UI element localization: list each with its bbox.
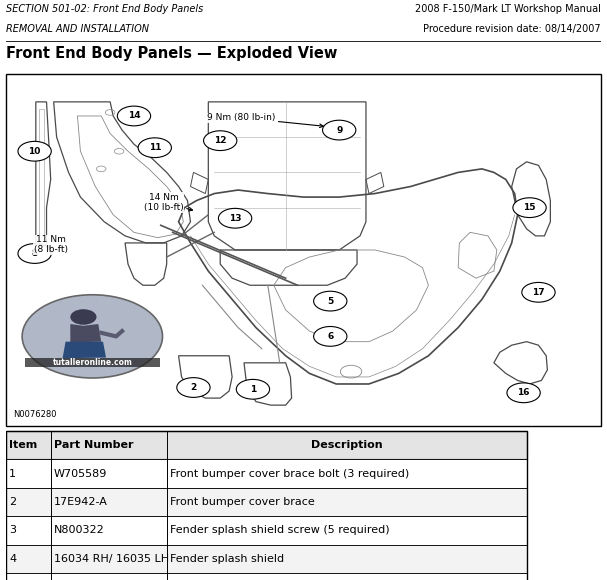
Circle shape xyxy=(314,327,347,346)
Text: tutalleronline.com: tutalleronline.com xyxy=(52,358,132,367)
Text: Fender splash shield: Fender splash shield xyxy=(169,554,284,564)
Text: 12: 12 xyxy=(214,136,226,145)
Text: 4: 4 xyxy=(9,554,16,564)
Bar xyxy=(6,573,527,580)
Text: 13: 13 xyxy=(229,214,242,223)
Text: 16034 RH/ 16035 LH: 16034 RH/ 16035 LH xyxy=(53,554,169,564)
Polygon shape xyxy=(70,324,101,342)
Text: Procedure revision date: 08/14/2007: Procedure revision date: 08/14/2007 xyxy=(423,24,601,34)
Text: 14: 14 xyxy=(127,111,140,121)
Text: 6: 6 xyxy=(327,332,333,341)
Text: 15: 15 xyxy=(523,203,536,212)
Bar xyxy=(6,516,527,545)
Circle shape xyxy=(70,309,97,325)
Text: 14 Nm
(10 lb-ft): 14 Nm (10 lb-ft) xyxy=(144,193,192,212)
Text: 2: 2 xyxy=(191,383,197,392)
Bar xyxy=(6,431,527,459)
Text: 17: 17 xyxy=(532,288,544,297)
Bar xyxy=(6,459,527,488)
Text: 8: 8 xyxy=(32,249,38,258)
Circle shape xyxy=(236,379,270,399)
Text: 2008 F-150/Mark LT Workshop Manual: 2008 F-150/Mark LT Workshop Manual xyxy=(415,4,601,14)
Text: 17E942-A: 17E942-A xyxy=(53,497,107,507)
Text: 3: 3 xyxy=(9,525,16,535)
Circle shape xyxy=(138,138,171,158)
Bar xyxy=(6,545,527,573)
Text: 5: 5 xyxy=(327,296,333,306)
Text: SECTION 501-02: Front End Body Panels: SECTION 501-02: Front End Body Panels xyxy=(6,4,203,14)
Text: 11 Nm
(8 lb-ft): 11 Nm (8 lb-ft) xyxy=(33,235,68,255)
Text: 1: 1 xyxy=(250,385,256,394)
Circle shape xyxy=(314,291,347,311)
Circle shape xyxy=(22,295,163,378)
Text: Front bumper cover brace: Front bumper cover brace xyxy=(169,497,314,507)
Circle shape xyxy=(18,142,51,161)
Text: 9: 9 xyxy=(336,126,342,135)
Circle shape xyxy=(18,244,51,263)
Text: N800322: N800322 xyxy=(53,525,104,535)
Text: 16: 16 xyxy=(517,388,530,397)
Bar xyxy=(6,431,527,580)
Circle shape xyxy=(117,106,151,126)
Text: 2: 2 xyxy=(9,497,16,507)
Polygon shape xyxy=(63,342,106,358)
Bar xyxy=(25,358,160,367)
Text: Fender splash shield screw (5 required): Fender splash shield screw (5 required) xyxy=(169,525,389,535)
Text: Description: Description xyxy=(311,440,382,450)
Text: N0076280: N0076280 xyxy=(13,410,56,419)
Text: 11: 11 xyxy=(149,143,161,152)
Circle shape xyxy=(513,198,546,218)
Text: Front bumper cover brace bolt (3 required): Front bumper cover brace bolt (3 require… xyxy=(169,469,409,478)
Text: REMOVAL AND INSTALLATION: REMOVAL AND INSTALLATION xyxy=(6,24,149,34)
Circle shape xyxy=(322,120,356,140)
Text: Item: Item xyxy=(9,440,37,450)
Circle shape xyxy=(177,378,210,397)
Text: 1: 1 xyxy=(9,469,16,478)
Text: 9 Nm (80 lb-in): 9 Nm (80 lb-in) xyxy=(207,113,324,128)
Circle shape xyxy=(219,208,252,228)
Circle shape xyxy=(507,383,540,403)
Text: 10: 10 xyxy=(29,147,41,156)
Circle shape xyxy=(522,282,555,302)
Text: Front End Body Panels — Exploded View: Front End Body Panels — Exploded View xyxy=(6,46,337,61)
Circle shape xyxy=(203,130,237,151)
Text: Part Number: Part Number xyxy=(53,440,133,450)
Text: W705589: W705589 xyxy=(53,469,107,478)
Bar xyxy=(6,488,527,516)
